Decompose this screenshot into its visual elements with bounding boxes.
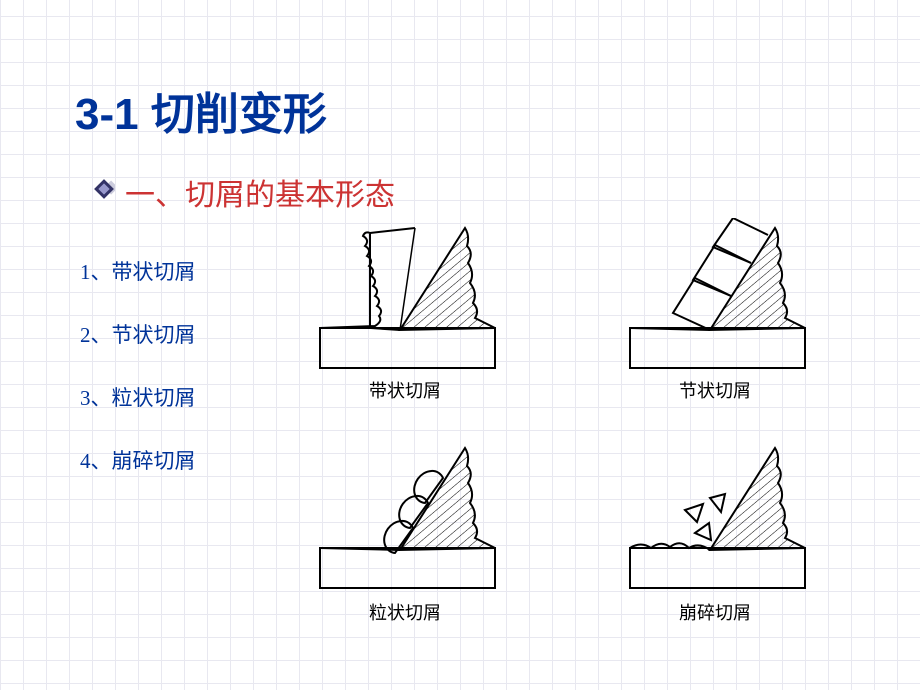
- list-item-1: 1、带状切屑: [80, 256, 196, 286]
- caption-continuous-chip: 带状切屑: [355, 377, 455, 403]
- bullet-icon: [93, 178, 115, 205]
- list-item-3: 3、粒状切屑: [80, 382, 196, 412]
- diagram-continuous-chip: [315, 218, 515, 378]
- caption-fractured-chip: 崩碎切屑: [665, 599, 765, 625]
- caption-segmented-chip: 节状切屑: [665, 377, 765, 403]
- list-item-4: 4、崩碎切屑: [80, 445, 196, 475]
- diagram-fractured-chip: [625, 438, 825, 598]
- diagram-segmented-chip: [625, 218, 825, 378]
- caption-granular-chip: 粒状切屑: [355, 599, 455, 625]
- list-item-2: 2、节状切屑: [80, 319, 196, 349]
- section-heading: 一、切屑的基本形态: [125, 170, 395, 214]
- diagram-granular-chip: [315, 438, 515, 598]
- page-title: 3-1 切削变形: [75, 78, 327, 142]
